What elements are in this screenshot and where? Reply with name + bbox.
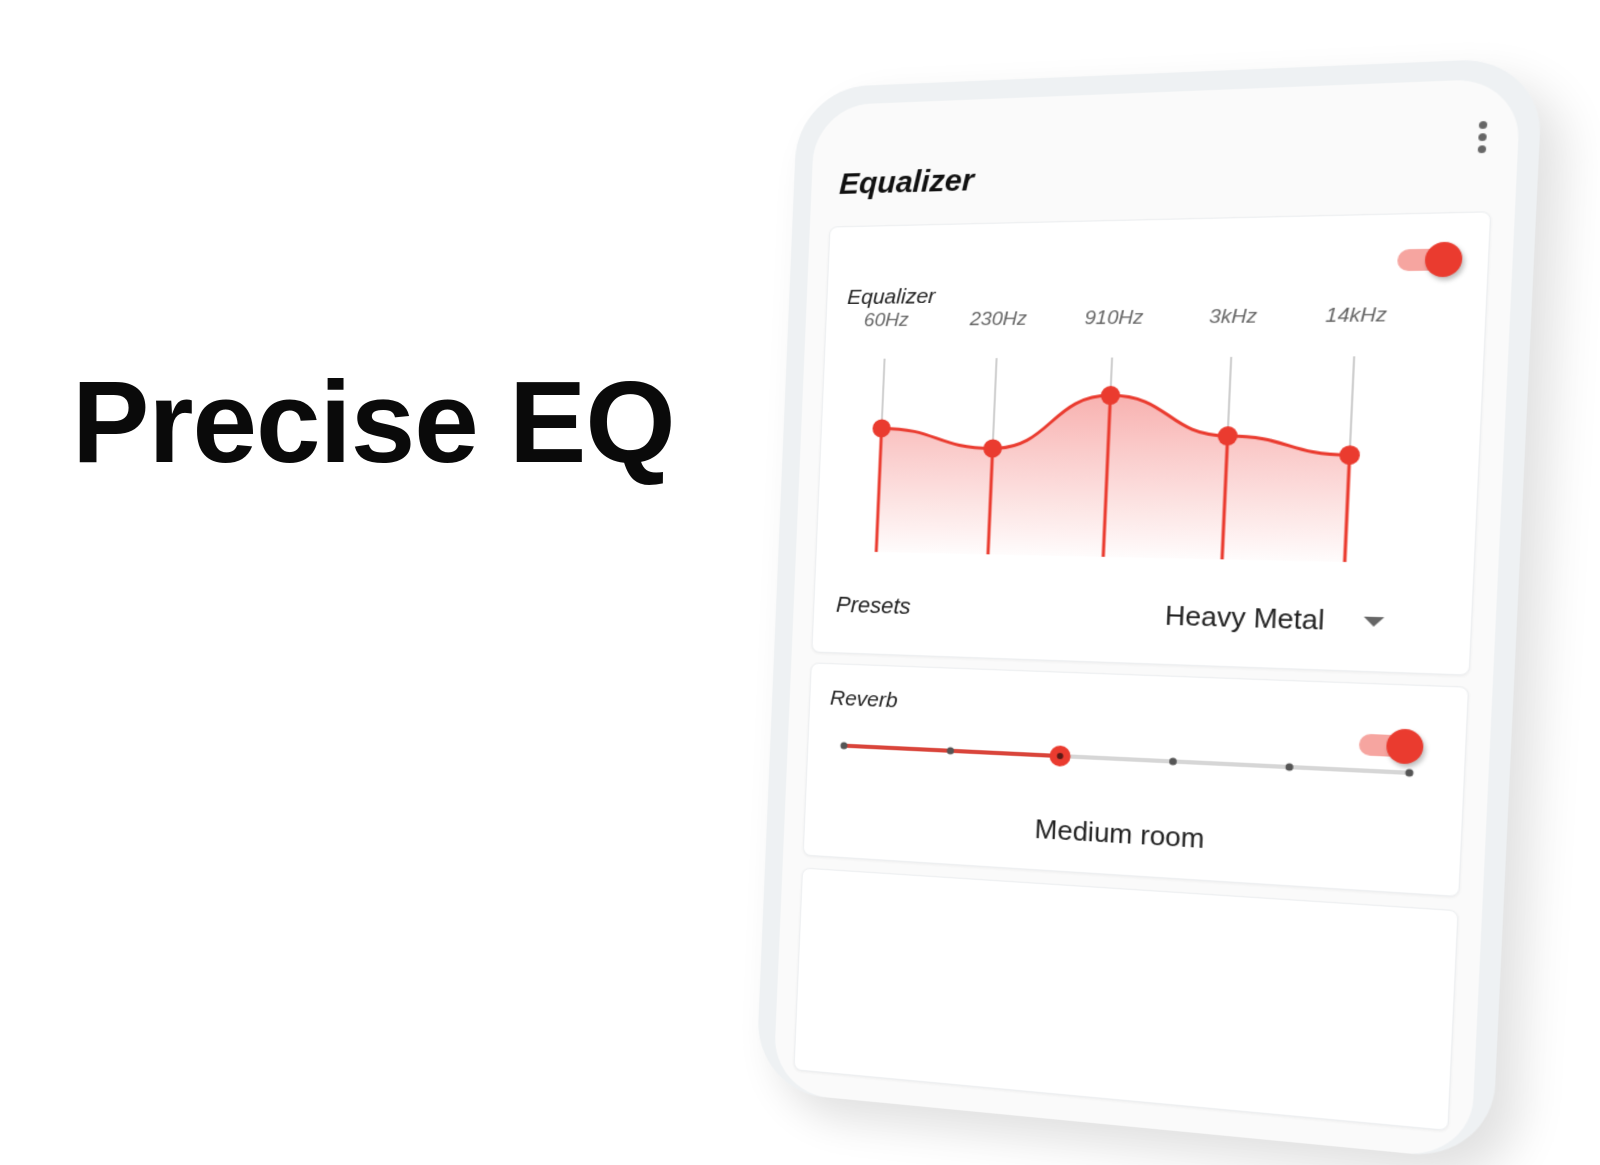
band-label: 3kHz bbox=[1208, 305, 1258, 329]
more-vert-icon[interactable] bbox=[1477, 121, 1489, 154]
band-track bbox=[1350, 356, 1355, 455]
equalizer-toggle[interactable] bbox=[1396, 241, 1464, 278]
band-label: 230Hz bbox=[969, 308, 1028, 331]
phone-mockup: Equalizer Equalizer 60Hz 230Hz 910Hz 3kHz 14… bbox=[722, 33, 1580, 1162]
equalizer-card: Equalizer 60Hz 230Hz 910Hz 3kHz 14kHz Preset… bbox=[811, 211, 1492, 676]
band-label: 910Hz bbox=[1084, 306, 1144, 330]
slider-track bbox=[1060, 756, 1409, 773]
slider-tick[interactable] bbox=[946, 747, 955, 755]
app-title: Equalizer bbox=[838, 163, 975, 202]
eq-curve-fill bbox=[876, 395, 1353, 562]
toggle-knob bbox=[1424, 241, 1464, 278]
next-card bbox=[793, 867, 1459, 1132]
presets-label: Presets bbox=[835, 591, 912, 620]
reverb-card: Reverb Medium room bbox=[802, 662, 1470, 898]
slider-tick[interactable] bbox=[1285, 763, 1294, 772]
slider-tick[interactable] bbox=[1405, 768, 1414, 777]
phone-frame: Equalizer Equalizer 60Hz 230Hz 910Hz 3kHz 14… bbox=[755, 56, 1544, 1162]
phone-screen: Equalizer Equalizer 60Hz 230Hz 910Hz 3kHz 14… bbox=[772, 77, 1522, 1160]
band-label: 14kHz bbox=[1325, 303, 1388, 328]
equalizer-chart bbox=[846, 345, 1361, 574]
band-track bbox=[993, 358, 997, 448]
band-label: 60Hz bbox=[863, 309, 910, 332]
preset-dropdown[interactable]: Heavy Metal bbox=[1164, 596, 1434, 642]
equalizer-label: Equalizer bbox=[846, 284, 936, 310]
slider-tick[interactable] bbox=[840, 741, 848, 750]
reverb-label: Reverb bbox=[829, 686, 899, 713]
band-track bbox=[1228, 357, 1232, 436]
headline: Precise EQ bbox=[72, 357, 676, 487]
band-track bbox=[882, 359, 885, 429]
preset-value: Heavy Metal bbox=[1164, 598, 1326, 636]
slider-tick[interactable] bbox=[1169, 757, 1177, 766]
band-handle[interactable] bbox=[1338, 445, 1361, 465]
reverb-slider[interactable] bbox=[826, 725, 1427, 818]
chevron-down-icon bbox=[1362, 616, 1384, 627]
